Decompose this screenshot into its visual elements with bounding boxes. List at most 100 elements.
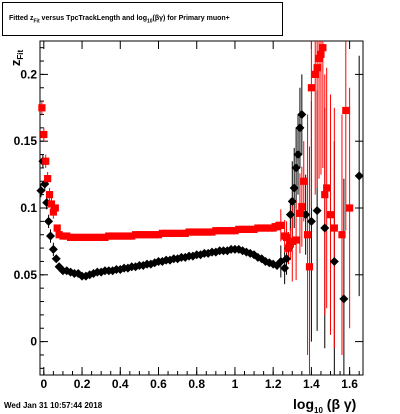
red-square-marker <box>66 233 75 241</box>
red-square-marker <box>282 233 291 241</box>
red-square-marker <box>158 229 166 237</box>
red-square-marker <box>298 203 306 211</box>
red-square-marker <box>265 224 273 232</box>
red-square-marker <box>47 200 56 208</box>
black-diamond-marker <box>306 216 316 226</box>
data-markers <box>36 44 364 304</box>
red-square-marker <box>131 231 140 239</box>
red-square-marker <box>346 204 354 212</box>
red-square-marker <box>166 229 174 237</box>
black-diamond-marker <box>293 150 303 160</box>
red-square-marker <box>284 244 293 252</box>
black-diamond-marker <box>285 210 295 220</box>
red-square-marker <box>212 227 220 235</box>
red-square-marker <box>162 229 170 237</box>
red-square-marker <box>219 227 228 235</box>
x-tick-label: 0.4 <box>112 377 129 391</box>
red-square-marker <box>181 229 189 237</box>
red-square-marker <box>53 224 61 232</box>
black-diamond-marker <box>51 254 61 264</box>
red-square-marker <box>246 225 254 233</box>
red-square-marker <box>93 233 101 241</box>
red-square-marker <box>154 231 163 239</box>
chart-title: Fitted zFit versus TpcTrackLength and lo… <box>9 15 230 24</box>
red-square-marker <box>204 228 212 236</box>
red-square-marker <box>109 232 117 240</box>
black-diamond-marker <box>297 109 307 119</box>
red-square-marker <box>124 232 132 240</box>
x-axis-ticks: 0 0.2 0.4 0.6 0.8 1 1.2 1.4 1.6 <box>40 41 360 391</box>
x-axis-label-main: log <box>293 396 314 412</box>
x-tick-label: 0 <box>40 377 47 391</box>
red-square-marker <box>292 236 300 244</box>
red-square-marker <box>139 231 147 239</box>
chart-title-box: Fitted zFit versus TpcTrackLength and lo… <box>2 2 283 36</box>
red-square-marker <box>317 50 325 58</box>
black-diamond-marker <box>354 171 364 181</box>
red-square-marker <box>238 225 247 233</box>
red-square-marker <box>89 233 98 241</box>
red-square-marker <box>82 233 90 241</box>
y-tick-label: 0.15 <box>14 134 38 148</box>
red-square-marker <box>44 175 52 183</box>
red-square-marker <box>101 233 109 241</box>
x-tick-label: 0.2 <box>74 377 91 391</box>
title-suffix: (βγ) for Primary muon+ <box>152 15 230 22</box>
y-tick-label: 0.2 <box>20 67 37 81</box>
red-square-marker <box>49 208 57 216</box>
red-square-marker <box>323 184 331 192</box>
black-diamond-marker <box>46 231 56 241</box>
black-diamond-marker <box>287 196 297 206</box>
x-tick-label: 1 <box>232 377 239 391</box>
red-square-marker <box>147 231 155 239</box>
black-diamond-marker <box>329 256 339 266</box>
red-square-marker <box>231 227 239 235</box>
title-prefix: Fitted z <box>9 15 34 22</box>
black-diamond-marker <box>245 248 255 258</box>
red-square-marker <box>208 228 216 236</box>
x-tick-label: 1.4 <box>303 377 320 391</box>
black-diamond-marker <box>48 244 58 254</box>
red-square-marker <box>135 231 143 239</box>
red-square-marker <box>326 211 335 219</box>
black-diamond-marker <box>312 206 322 216</box>
title-sub1: Fit <box>33 18 40 25</box>
red-square-marker <box>315 54 323 62</box>
red-square-marker <box>51 204 59 212</box>
x-tick-label: 0.8 <box>188 377 205 391</box>
red-square-marker <box>261 224 270 232</box>
red-square-marker <box>227 227 235 235</box>
red-square-marker <box>311 70 319 78</box>
red-square-marker <box>307 84 315 92</box>
timestamp: Wed Jan 31 10:57:44 2018 <box>4 401 103 410</box>
title-sub2: 10 <box>146 18 153 25</box>
red-square-marker <box>97 233 105 241</box>
red-square-marker <box>170 229 178 237</box>
red-square-marker <box>38 104 46 112</box>
red-square-marker <box>63 232 71 240</box>
red-square-marker <box>151 231 159 239</box>
red-square-marker <box>223 227 231 235</box>
red-square-marker <box>40 130 48 139</box>
y-axis-ticks: 0 0.05 0.1 0.15 0.2 <box>14 47 363 369</box>
y-tick-label: 0 <box>30 335 37 349</box>
x-tick-label: 1.6 <box>341 377 358 391</box>
red-square-marker <box>86 233 94 241</box>
red-square-marker <box>78 233 86 241</box>
y-tick-label: 0.1 <box>20 201 37 215</box>
red-square-marker <box>59 232 67 240</box>
red-square-marker <box>177 229 186 237</box>
x-axis-label-tail: (β γ) <box>323 396 356 412</box>
red-square-marker <box>242 225 251 233</box>
black-diamond-marker <box>280 263 290 273</box>
y-tick-label: 0.05 <box>14 268 38 282</box>
black-diamond-marker <box>241 247 251 257</box>
red-square-marker <box>112 232 121 240</box>
red-square-marker <box>313 64 321 72</box>
x-tick-label: 1.2 <box>265 377 282 391</box>
red-square-marker <box>105 232 113 240</box>
black-diamond-marker <box>339 294 349 304</box>
red-square-marker <box>300 177 308 185</box>
x-axis-label-sub: 10 <box>314 406 323 414</box>
